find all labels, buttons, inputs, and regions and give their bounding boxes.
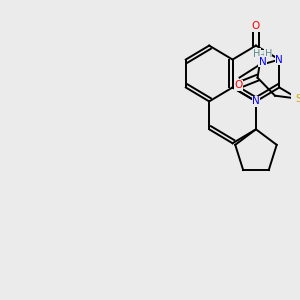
Text: H: H: [265, 49, 272, 59]
Text: O: O: [252, 21, 260, 31]
Text: O: O: [235, 80, 243, 90]
Text: N: N: [252, 96, 260, 106]
Text: S: S: [295, 94, 300, 104]
Text: NH₂: NH₂: [253, 51, 270, 60]
Text: N: N: [275, 55, 283, 64]
Text: N: N: [259, 57, 266, 67]
Text: H: H: [253, 49, 260, 59]
